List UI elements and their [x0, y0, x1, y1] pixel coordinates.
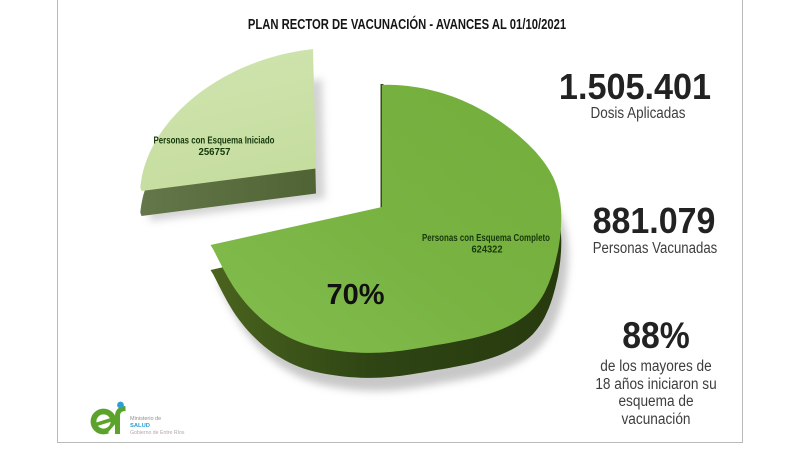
svg-text:SALUD: SALUD [130, 423, 150, 429]
svg-text:Personas con Esquema Completo: Personas con Esquema Completo [422, 233, 550, 244]
svg-text:Gobierno de Entre Ríos: Gobierno de Entre Ríos [130, 430, 185, 436]
svg-text:624322: 624322 [472, 245, 503, 256]
svg-text:70%: 70% [326, 279, 384, 311]
svg-text:Personas con Esquema Iniciado: Personas con Esquema Iniciado [154, 136, 275, 147]
svg-text:Ministerio de: Ministerio de [130, 416, 161, 422]
svg-text:256757: 256757 [199, 147, 231, 158]
